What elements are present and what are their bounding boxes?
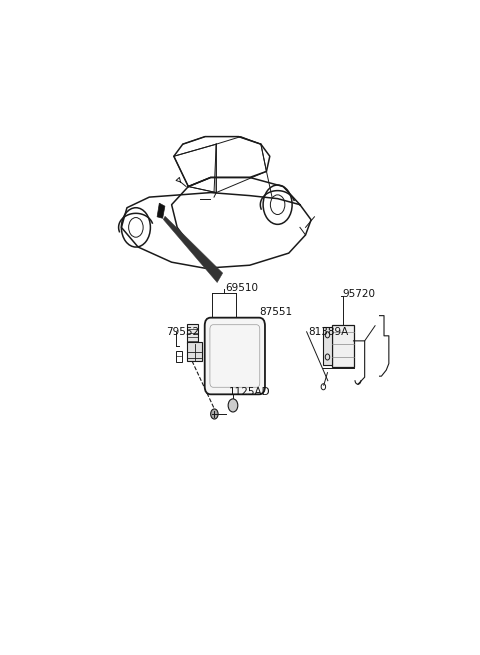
FancyBboxPatch shape: [332, 326, 353, 367]
Text: 79552: 79552: [166, 327, 199, 337]
FancyBboxPatch shape: [176, 351, 181, 362]
FancyBboxPatch shape: [204, 318, 265, 394]
FancyBboxPatch shape: [323, 328, 332, 365]
Polygon shape: [163, 216, 223, 282]
Circle shape: [228, 399, 238, 412]
FancyBboxPatch shape: [187, 342, 202, 361]
Text: 1125AD: 1125AD: [229, 387, 271, 398]
Text: 95720: 95720: [343, 290, 376, 299]
Circle shape: [211, 409, 218, 419]
Text: 87551: 87551: [259, 307, 292, 316]
Text: 69510: 69510: [226, 283, 259, 293]
Polygon shape: [157, 203, 165, 218]
Text: 81389A: 81389A: [309, 327, 349, 337]
FancyBboxPatch shape: [187, 324, 198, 343]
